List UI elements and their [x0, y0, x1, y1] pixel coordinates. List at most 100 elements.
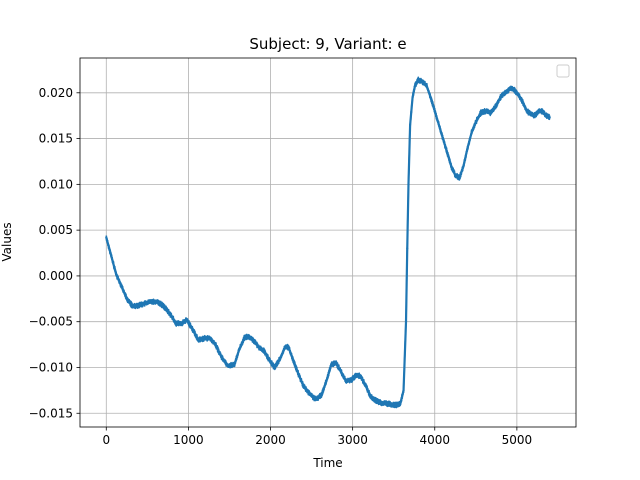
data-point — [115, 272, 118, 276]
series-layer — [105, 76, 551, 409]
data-point — [499, 96, 502, 99]
data-point — [110, 254, 113, 257]
data-point — [287, 346, 290, 349]
data-point — [197, 338, 200, 342]
data-point — [355, 373, 358, 376]
data-point — [381, 402, 385, 405]
data-point — [284, 345, 287, 348]
series-line — [105, 78, 551, 407]
data-point — [466, 146, 469, 149]
data-point — [494, 105, 497, 108]
data-point — [537, 110, 541, 113]
legend-box — [556, 64, 570, 78]
data-point — [406, 247, 409, 250]
data-point — [105, 236, 108, 239]
data-point — [262, 349, 266, 353]
data-point — [479, 111, 482, 115]
data-point — [119, 283, 123, 287]
data-point — [273, 366, 276, 369]
data-point — [445, 151, 449, 154]
data-point — [203, 337, 206, 340]
data-point — [388, 403, 391, 406]
x-tick-label: 0 — [102, 433, 110, 447]
data-point — [290, 355, 293, 358]
data-point — [238, 348, 241, 351]
data-point — [208, 337, 211, 340]
data-point — [185, 318, 188, 321]
data-point — [437, 123, 440, 126]
data-point — [489, 111, 492, 115]
data-point — [517, 93, 520, 96]
x-tick-label: 3000 — [337, 433, 368, 447]
x-tick-label: 2000 — [255, 433, 286, 447]
y-tick-label: 0.020 — [39, 86, 73, 100]
data-point — [359, 375, 362, 378]
data-point — [513, 88, 516, 92]
data-point — [470, 131, 473, 134]
data-point — [350, 378, 353, 381]
y-tick-label: −0.015 — [29, 406, 73, 420]
data-point — [131, 305, 134, 308]
data-point — [335, 361, 338, 365]
data-point — [364, 384, 367, 387]
x-tick-label: 1000 — [173, 433, 204, 447]
y-tick-label: 0.010 — [39, 177, 73, 191]
data-point — [191, 327, 194, 331]
data-point — [169, 313, 172, 316]
data-point — [429, 96, 432, 99]
data-point — [150, 300, 153, 303]
data-point — [504, 91, 507, 94]
data-point — [509, 87, 512, 90]
data-point — [433, 110, 436, 113]
data-point — [143, 302, 146, 305]
x-tick-label: 4000 — [419, 433, 450, 447]
data-point — [226, 364, 229, 367]
data-point — [279, 357, 282, 360]
data-point — [402, 389, 405, 392]
data-point — [529, 112, 532, 115]
data-point — [138, 304, 141, 307]
data-point — [533, 114, 537, 117]
data-point — [474, 120, 477, 124]
data-point — [162, 305, 165, 308]
data-point — [252, 338, 255, 342]
y-tick-label: 0.015 — [39, 132, 73, 146]
data-point — [409, 123, 412, 126]
data-point — [269, 360, 272, 364]
y-axis-label: Values — [0, 222, 14, 261]
plot-frame — [79, 57, 577, 428]
data-point — [369, 395, 372, 398]
x-tick-label: 5000 — [502, 433, 533, 447]
data-point — [125, 297, 128, 300]
data-point — [394, 403, 397, 407]
plot-area — [80, 58, 576, 427]
data-point — [344, 380, 348, 383]
data-point — [243, 337, 246, 340]
data-point — [220, 355, 223, 358]
x-axis-label: Time — [312, 456, 342, 470]
data-point — [454, 174, 457, 177]
data-point — [376, 400, 379, 403]
data-point — [525, 110, 528, 113]
y-tick-label: −0.005 — [29, 315, 73, 329]
data-point — [330, 363, 333, 366]
data-point — [462, 164, 465, 168]
data-point — [484, 110, 487, 113]
data-point — [247, 335, 250, 338]
data-point — [417, 78, 420, 82]
data-point — [340, 370, 343, 374]
y-tick-label: −0.010 — [29, 360, 73, 374]
ticks: 0 1000 2000 3000 4000 5000 −0.015 −0.010 −0.005 0… — [29, 86, 533, 447]
data-point — [296, 370, 299, 374]
data-point — [314, 398, 317, 401]
data-point — [302, 384, 305, 387]
data-point — [425, 84, 428, 87]
data-point — [548, 116, 551, 119]
grid — [80, 58, 576, 427]
data-point — [257, 345, 260, 348]
data-point — [458, 176, 461, 180]
chart-title: Subject: 9, Variant: e — [249, 35, 406, 53]
data-point — [156, 300, 159, 303]
data-point — [522, 102, 525, 105]
